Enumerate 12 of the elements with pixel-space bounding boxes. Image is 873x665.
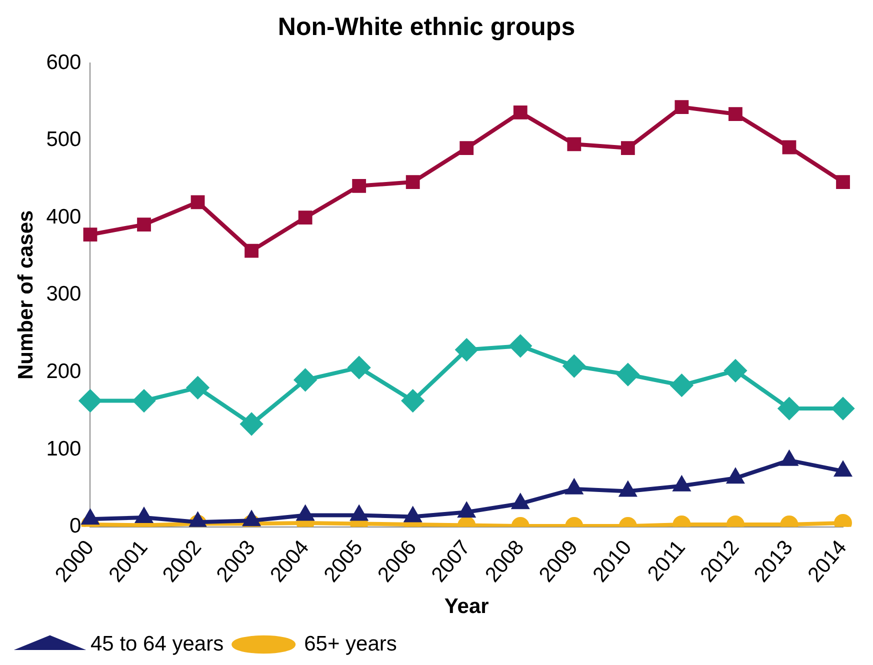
x-axis-title: Year — [444, 595, 489, 618]
y-tick-label: 500 — [46, 128, 82, 152]
y-tick-label: 600 — [46, 50, 82, 74]
y-tick-label: 0 — [70, 514, 82, 538]
y-tick-label: 100 — [46, 437, 82, 460]
legend-label: 45 to 64 years — [90, 632, 224, 656]
y-tick-label: 200 — [46, 360, 82, 384]
chart-title: Non-White ethnic groups — [278, 12, 576, 41]
y-tick-label: 300 — [46, 282, 82, 306]
legend-label: 65+ years — [304, 632, 397, 656]
y-tick-label: 400 — [46, 205, 82, 228]
y-axis-title: Number of cases — [14, 210, 38, 380]
